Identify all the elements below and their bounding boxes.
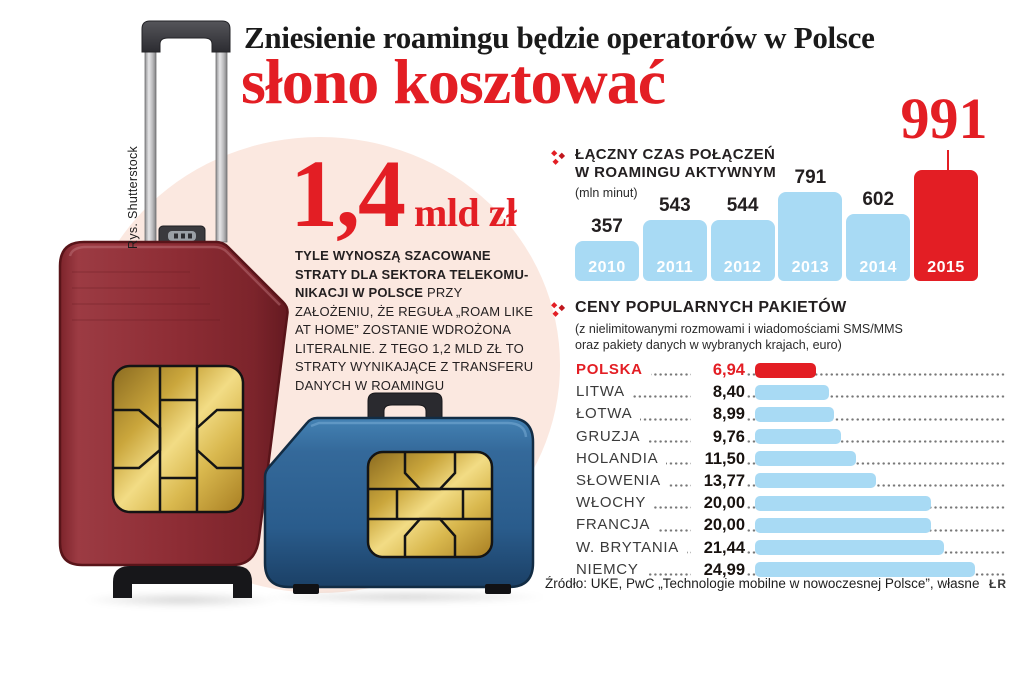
suitcase-handle-grip	[141, 20, 231, 53]
year-label: 2011	[656, 259, 694, 276]
source-line: Źródło: UKE, PwC „Technologie mobilne w …	[545, 576, 1007, 591]
prices-chart-title: CENY POPULARNYCH PAKIETÓW	[575, 299, 847, 316]
country-label: ŁOTWA	[576, 403, 641, 426]
country-label: HOLANDIA	[576, 447, 667, 470]
price-bar	[755, 451, 856, 467]
price-bar	[755, 540, 944, 555]
price-row-francja: FRANCJA 20,00	[575, 514, 1007, 537]
section-marker-icon	[551, 150, 565, 165]
price-value: 21,44	[691, 536, 745, 559]
year-label: 2013	[791, 259, 830, 276]
price-bar	[755, 384, 829, 400]
year-bar-2012: 2012	[710, 220, 775, 281]
blue-suitcase-sim-illustration	[263, 392, 535, 594]
price-row-włochy: WŁOCHY 20,00	[575, 492, 1007, 515]
red-suitcase-sim-illustration	[58, 20, 289, 598]
author-initials: ŁR	[989, 577, 1007, 591]
source-text: Źródło: UKE, PwC „Technologie mobilne w …	[545, 576, 980, 591]
loss-text-regular: PRZY ZAŁOŻENIU, ŻE REGUŁA „ROAM LIKE AT …	[295, 285, 534, 393]
price-row-polska: POLSKA 6,94	[575, 359, 1007, 381]
prices-bar-chart: POLSKA 6,94 LITWA 8,40 ŁOTWA 8,99 GRUZJA 9,76 HO…	[575, 359, 1007, 581]
year-label: 2014	[859, 259, 897, 276]
minutes-chart-unit: (mln minut)	[575, 186, 638, 200]
price-value: 20,00	[691, 492, 745, 515]
price-bar	[755, 362, 816, 378]
price-value: 6,94	[691, 359, 745, 381]
price-value: 11,50	[691, 447, 745, 470]
handle-rail-right	[215, 45, 228, 243]
year-bar-2010: 2010	[575, 241, 639, 281]
prices-chart-subtitle: (z nielimitowanymi rozmowami i wiadomośc…	[575, 322, 903, 352]
image-credit: Rys. Shutterstock	[126, 145, 140, 249]
year-bar-2011: 2011	[642, 220, 707, 281]
country-label: SŁOWENIA	[576, 469, 669, 492]
price-value: 9,76	[691, 425, 745, 448]
loss-callout-text: TYLE WYNOSZĄ SZACOWANE STRATY DLA SEKTOR…	[295, 247, 540, 395]
bar-value-label: 602	[862, 189, 895, 210]
highlight-value-991: 991	[900, 86, 988, 151]
price-value: 8,99	[691, 403, 745, 426]
minutes-chart-title: ŁĄCZNY CZAS POŁĄCZEŃ W ROAMINGU AKTYWNYM	[575, 146, 777, 181]
briefcase-foot	[485, 584, 511, 594]
price-row-łotwa: ŁOTWA 8,99	[575, 403, 1007, 426]
price-value: 8,40	[691, 381, 745, 404]
price-bar	[755, 517, 931, 533]
body-highlight	[310, 421, 528, 438]
price-bar	[755, 562, 975, 578]
price-value: 13,77	[691, 469, 745, 492]
handle-rail-left	[144, 45, 157, 243]
headline-line2: słono kosztować	[241, 46, 666, 117]
price-row-niemcy: NIEMCY 24,99	[575, 558, 1007, 581]
suitcase-shadow	[260, 590, 550, 604]
loss-unit: mld zł	[414, 190, 517, 235]
price-value: 24,99	[691, 558, 745, 581]
bar-value-label: 791	[794, 167, 827, 188]
briefcase-handle	[367, 392, 443, 421]
country-label: WŁOCHY	[576, 492, 655, 515]
briefcase-foot	[293, 584, 319, 594]
price-row-słowenia: SŁOWENIA 13,77	[575, 469, 1007, 492]
sim-chip-contacts	[111, 364, 245, 514]
sim-chip-contacts	[366, 450, 494, 559]
bar-value-label: 543	[658, 195, 691, 216]
country-label: FRANCJA	[576, 514, 659, 537]
minutes-bar-chart: 2010 357 2011 543 2012 544 2013 791 2014 602 2015	[575, 160, 1010, 281]
country-label: W. BRYTANIA	[576, 536, 687, 559]
country-label: GRUZJA	[576, 425, 649, 448]
section-marker-icon	[551, 302, 565, 317]
year-label: 2010	[588, 259, 626, 276]
country-label: POLSKA	[576, 359, 651, 381]
price-bar	[755, 429, 841, 445]
price-bar	[755, 495, 931, 511]
country-label: NIEMCY	[576, 558, 647, 581]
callout-connector-line	[947, 150, 949, 200]
country-label: LITWA	[576, 381, 633, 404]
price-bar	[755, 473, 876, 489]
price-bar	[755, 406, 834, 422]
loss-text-bold: TYLE WYNOSZĄ SZACOWANE STRATY DLA SEKTOR…	[295, 248, 529, 300]
price-row-gruzja: GRUZJA 9,76	[575, 425, 1007, 448]
loss-callout-number: 1,4 mld zł	[290, 140, 517, 247]
year-bar-2015: 2015	[914, 170, 978, 281]
bar-value-label: 544	[726, 195, 759, 216]
headline-line1: Zniesienie roamingu będzie operatorów w …	[244, 20, 875, 55]
price-row-litwa: LITWA 8,40	[575, 381, 1007, 404]
body-highlight	[68, 245, 281, 306]
suitcase-feet	[113, 566, 252, 598]
loss-big-number: 1,4	[290, 140, 406, 247]
year-label: 2015	[927, 259, 965, 276]
year-label: 2012	[723, 259, 762, 276]
bar-value-label: 357	[591, 216, 623, 237]
year-bar-2013: 2013	[778, 192, 843, 281]
price-row-holandia: HOLANDIA 11,50	[575, 447, 1007, 470]
price-value: 20,00	[691, 514, 745, 537]
year-bar-2014: 2014	[846, 214, 911, 281]
price-row-w-brytania: W. BRYTANIA 21,44	[575, 536, 1007, 559]
